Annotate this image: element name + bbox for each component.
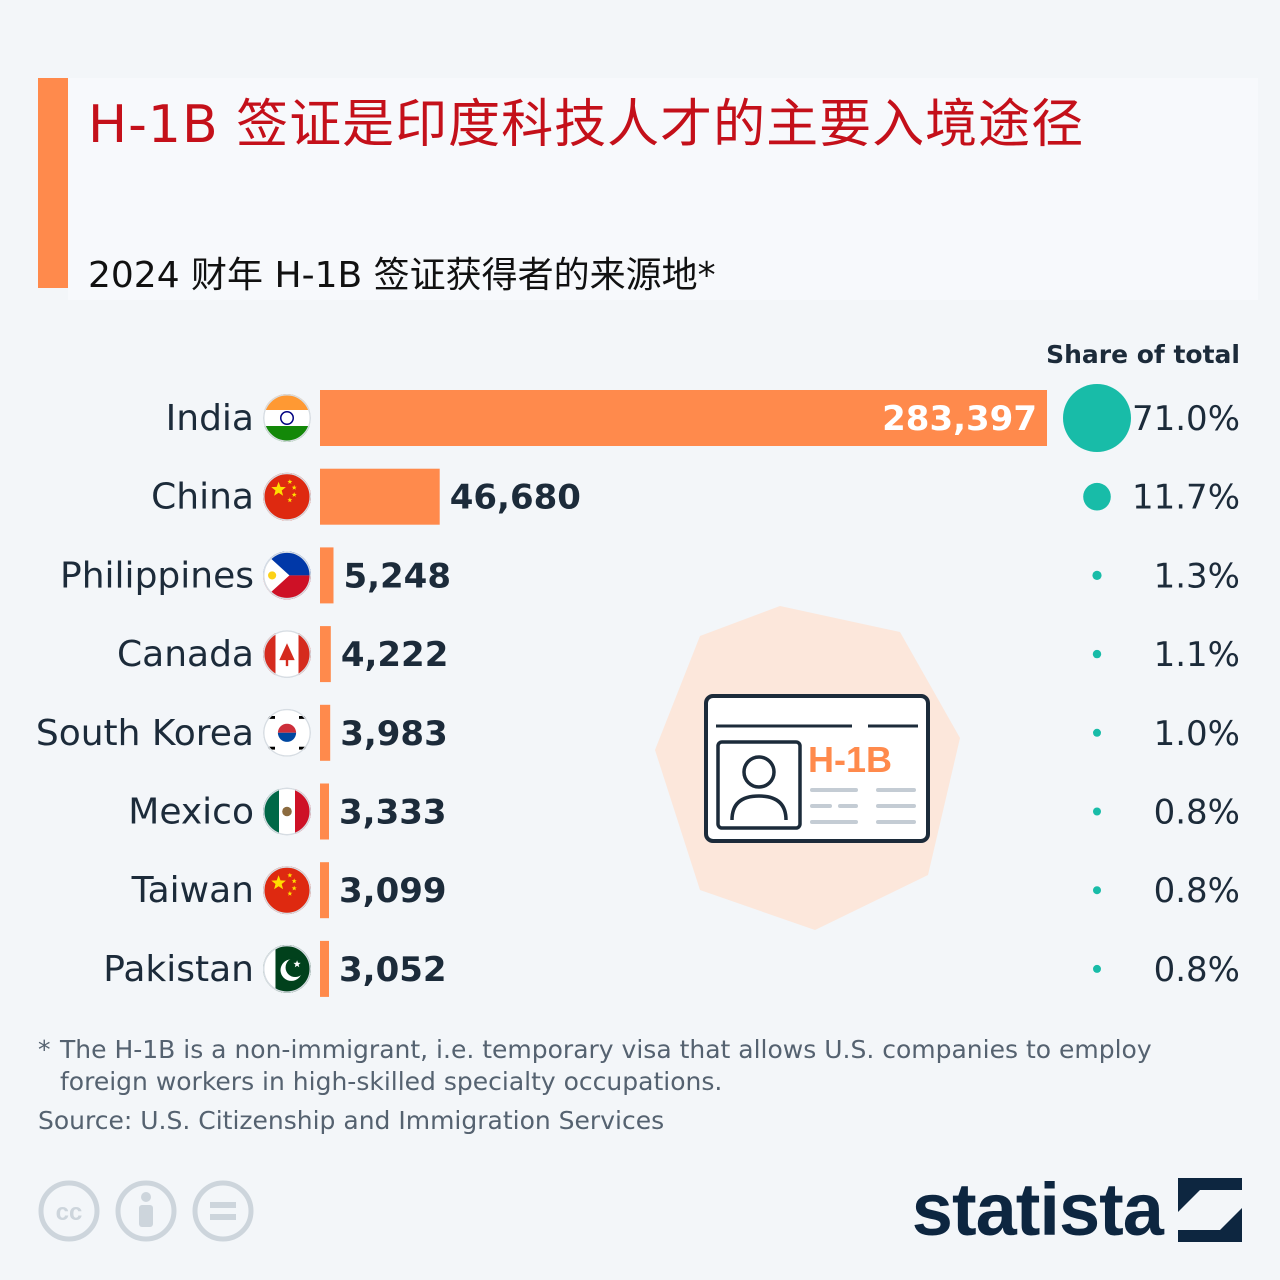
share-dot — [1092, 570, 1102, 580]
title-accent-bar — [38, 78, 68, 288]
share-label: 1.0% — [1154, 714, 1240, 754]
category-label: Taiwan — [131, 870, 254, 911]
share-label: 1.3% — [1154, 556, 1240, 596]
share-dot — [1093, 886, 1101, 895]
header-panel — [68, 78, 1258, 300]
person-icon — [742, 755, 776, 789]
share-column-header: Share of total — [1046, 340, 1240, 369]
bar — [320, 547, 334, 604]
share-label: 71.0% — [1132, 399, 1240, 439]
source-note: Source: U.S. Citizenship and Immigration… — [38, 1106, 665, 1135]
cc-icon[interactable]: cc — [38, 1180, 100, 1242]
pakistan-flag — [263, 944, 311, 993]
share-label: 1.1% — [1154, 635, 1240, 675]
svg-text:cc: cc — [56, 1199, 83, 1226]
value-label: 3,099 — [339, 871, 447, 911]
canada-flag — [263, 630, 311, 679]
share-dot — [1083, 482, 1111, 511]
category-label: Mexico — [128, 792, 254, 833]
share-label: 0.8% — [1154, 871, 1240, 911]
footnote-text: The H-1B is a non-immigrant, i.e. tempor… — [60, 1035, 1152, 1096]
share-label: 0.8% — [1154, 950, 1240, 990]
value-label: 5,248 — [343, 556, 451, 596]
footnote-marker: * — [38, 1035, 51, 1064]
statista-logo[interactable]: statista — [912, 1172, 1242, 1248]
value-label: 46,680 — [450, 478, 581, 518]
license-icons[interactable]: cc — [38, 1178, 258, 1244]
by-attribution-icon[interactable] — [115, 1180, 177, 1242]
value-label: 283,397 — [882, 399, 1037, 439]
statista-logo-icon — [1178, 1178, 1242, 1242]
bar — [320, 783, 329, 840]
visa-illustration: H-1B — [655, 606, 960, 930]
chart-title: H-1B 签证是印度科技人才的主要入境途径 — [88, 95, 1085, 155]
share-dot — [1063, 384, 1131, 452]
category-label: South Korea — [36, 713, 254, 754]
category-label: Philippines — [60, 555, 254, 596]
share-dot — [1093, 728, 1101, 737]
chart-subtitle: 2024 财年 H-1B 签证获得者的来源地* — [88, 255, 716, 296]
share-dot — [1092, 649, 1102, 659]
share-dot — [1093, 807, 1101, 816]
footnote: * The H-1B is a non-immigrant, i.e. temp… — [38, 1034, 1188, 1098]
bar — [320, 862, 329, 919]
share-dot — [1093, 964, 1101, 973]
bar-chart: H-1B India 283,397 71.0% China 46,680 11.7% Ph… — [36, 384, 1240, 997]
share-label: 0.8% — [1154, 793, 1240, 833]
no-derivatives-icon[interactable] — [192, 1180, 254, 1242]
bar — [320, 390, 1047, 446]
mexico-flag — [263, 787, 311, 836]
category-label: Canada — [117, 634, 254, 675]
bar — [320, 626, 331, 683]
category-label: China — [151, 477, 254, 518]
bar — [320, 704, 331, 761]
category-label: India — [166, 398, 254, 439]
value-label: 3,983 — [340, 714, 448, 754]
card-label: H-1B — [808, 739, 892, 780]
photo-frame-icon — [716, 740, 802, 830]
bar — [320, 468, 440, 525]
share-label: 11.7% — [1132, 478, 1240, 518]
logo-wordmark: statista — [911, 1168, 1164, 1251]
south-korea-flag — [263, 708, 311, 757]
value-label: 4,222 — [341, 635, 449, 675]
value-label: 3,333 — [339, 793, 447, 833]
india-flag — [263, 394, 311, 442]
bar — [320, 940, 329, 997]
philippines-flag — [263, 551, 311, 600]
taiwan-flag — [263, 866, 311, 915]
category-label: Pakistan — [103, 949, 254, 990]
value-label: 3,052 — [339, 950, 447, 990]
china-flag — [263, 472, 311, 521]
